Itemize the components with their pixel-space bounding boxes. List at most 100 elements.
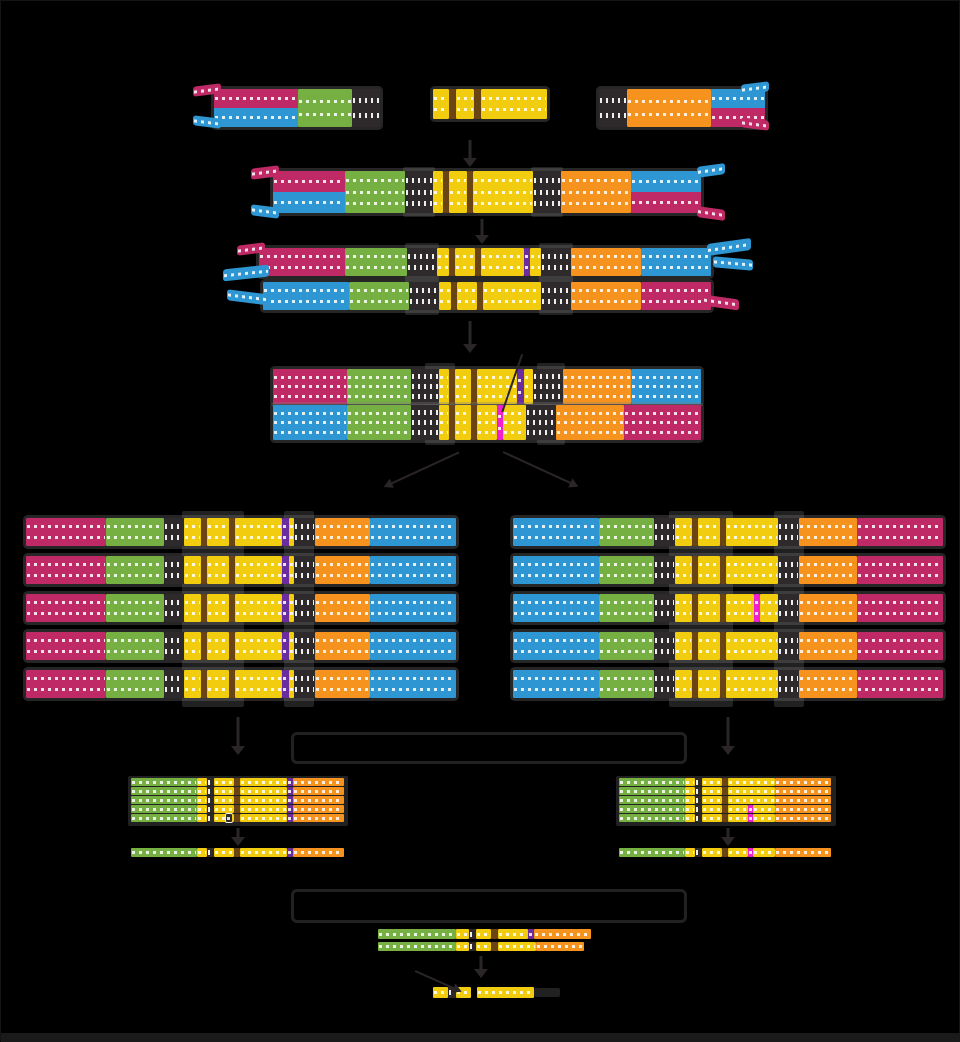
repeat-block xyxy=(294,594,315,622)
segment-yellow xyxy=(433,987,448,998)
intron-divider xyxy=(229,594,235,622)
repeat-block xyxy=(164,632,184,660)
segment-green xyxy=(619,805,685,813)
repeat-block xyxy=(405,171,433,213)
intron-divider xyxy=(234,814,240,822)
segment-yellow xyxy=(524,369,533,404)
intron-divider xyxy=(722,796,728,804)
repeat-block xyxy=(533,171,561,213)
variant-marker-magenta xyxy=(754,594,760,622)
repeat-block xyxy=(407,248,437,276)
segment-green xyxy=(106,670,164,698)
segment-orange xyxy=(799,670,857,698)
segment-green xyxy=(106,518,164,546)
segment-green xyxy=(619,778,685,786)
haplotype-a-row-3 xyxy=(26,594,456,622)
segment-yellow xyxy=(433,89,449,119)
segment-yellow xyxy=(728,787,775,795)
segment-yellow xyxy=(289,670,294,698)
segment-yellow xyxy=(726,556,778,584)
segment-blue xyxy=(370,556,456,584)
repeat-block xyxy=(164,594,184,622)
segment-pink xyxy=(273,171,345,192)
consensus-arrow-right xyxy=(721,828,735,846)
repeat-block xyxy=(526,405,556,440)
segment-yellow xyxy=(753,805,775,813)
segment-orange xyxy=(293,796,344,804)
segment-yellow xyxy=(702,778,722,786)
segment-green xyxy=(131,848,197,857)
haplotype-b-row-5 xyxy=(513,670,943,698)
segment-pink xyxy=(857,670,943,698)
variant-marker-purple xyxy=(287,814,293,822)
consensus-left xyxy=(131,848,344,857)
repeat-block xyxy=(469,942,476,951)
segment-blue xyxy=(214,108,298,127)
segment-yellow xyxy=(235,632,282,660)
variant-marker-purple xyxy=(524,248,530,276)
segment-yellow xyxy=(698,670,720,698)
repeat-block xyxy=(654,556,675,584)
segment-yellow xyxy=(675,594,692,622)
segment-yellow xyxy=(184,518,201,546)
segment-yellow xyxy=(503,405,526,440)
segment-yellow xyxy=(726,670,778,698)
segment-yellow xyxy=(235,670,282,698)
repeat-block xyxy=(352,89,380,127)
segment-yellow xyxy=(214,805,234,813)
repeat-block xyxy=(778,556,799,584)
segment-yellow xyxy=(207,518,229,546)
segment-green xyxy=(378,929,456,939)
intron-divider xyxy=(477,282,483,310)
segment-blue xyxy=(711,89,765,108)
refined-row-right-2 xyxy=(619,787,831,795)
haplotype-b-row-4 xyxy=(513,632,943,660)
repeat-block xyxy=(411,405,439,440)
repeat-block xyxy=(207,796,214,804)
segment-yellow xyxy=(728,814,748,822)
segment-yellow xyxy=(753,814,775,822)
segment-green xyxy=(599,670,654,698)
segment-yellow xyxy=(240,805,287,813)
segment-yellow xyxy=(184,556,201,584)
repeat-block xyxy=(164,670,184,698)
segment-yellow xyxy=(728,848,748,857)
segment-yellow xyxy=(214,778,234,786)
segment-yellow xyxy=(685,796,695,804)
intron-divider xyxy=(443,171,449,213)
intron-divider xyxy=(451,282,457,310)
segment-orange xyxy=(315,594,370,622)
repeat-block xyxy=(778,594,799,622)
segment-yellow xyxy=(498,929,528,939)
segment-green xyxy=(345,248,407,276)
segment-yellow xyxy=(726,518,778,546)
intron-divider xyxy=(449,369,455,404)
variant-marker-purple xyxy=(282,556,289,584)
segment-yellow xyxy=(289,632,294,660)
segment-green xyxy=(131,805,197,813)
segment-yellow xyxy=(675,556,692,584)
segment-orange xyxy=(293,805,344,813)
segment-yellow xyxy=(289,556,294,584)
intron-divider xyxy=(234,848,240,857)
segment-blue xyxy=(513,594,599,622)
read-tail xyxy=(713,256,753,271)
segment-yellow xyxy=(477,987,534,998)
intron-divider xyxy=(722,848,728,857)
segment-yellow xyxy=(481,248,524,276)
segment-orange xyxy=(775,796,831,804)
segment-pink xyxy=(26,556,106,584)
segment-orange xyxy=(315,556,370,584)
variant-marker-purple xyxy=(282,670,289,698)
segment-orange xyxy=(534,929,591,939)
segment-green xyxy=(131,796,197,804)
segment-yellow xyxy=(197,778,207,786)
repeat-block xyxy=(207,778,214,786)
isoform-2 xyxy=(378,942,584,951)
intron-divider xyxy=(720,670,726,698)
segment-yellow xyxy=(214,796,234,804)
intron-divider xyxy=(449,248,455,276)
repeat-block xyxy=(654,518,675,546)
segment-yellow xyxy=(235,556,282,584)
